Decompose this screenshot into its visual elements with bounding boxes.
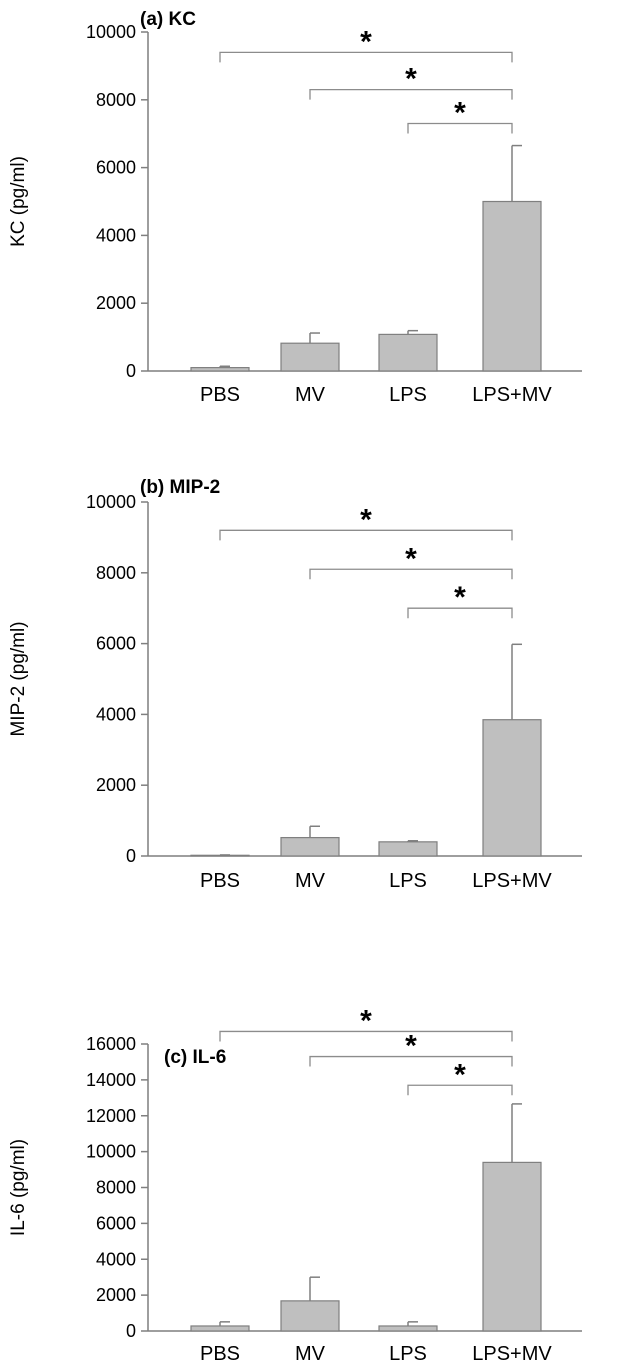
y-tick-label: 0 <box>126 1321 136 1341</box>
y-tick-label: 6000 <box>96 158 136 178</box>
y-tick-label: 0 <box>126 846 136 866</box>
significance-bracket <box>219 1030 513 1042</box>
x-tick-label: LPS+MV <box>472 384 552 406</box>
y-tick-label: 14000 <box>86 1070 136 1090</box>
x-tick-label: MV <box>295 870 326 892</box>
y-tick-label: 10000 <box>86 492 136 512</box>
chart-panel-kc: (a) KC KC (pg/ml) 0 2000 4000 6000 8000 10000 PB… <box>8 9 582 406</box>
x-tick-label: LPS <box>389 870 427 892</box>
chart-panel-il6: (c) IL-6 IL-6 (pg/ml) 0 2000 4000 6000 8000 100… <box>8 1004 582 1364</box>
x-tick-label: PBS <box>200 384 240 406</box>
x-tick-label: MV <box>295 384 326 406</box>
significance-bracket <box>309 88 513 100</box>
bar-mv <box>280 836 340 857</box>
bar-mv <box>280 342 340 372</box>
significance-star: * <box>454 97 466 130</box>
bar-pbs <box>190 367 250 372</box>
y-tick-label: 8000 <box>96 90 136 110</box>
x-tick-label: MV <box>295 1343 326 1364</box>
y-tick-label: 12000 <box>86 1106 136 1126</box>
bar-lps-plus-mv <box>482 200 542 372</box>
significance-bracket <box>219 529 513 541</box>
x-tick-label: PBS <box>200 1343 240 1364</box>
x-tick-label: LPS <box>389 384 427 406</box>
chart-title: (b) MIP-2 <box>140 477 220 498</box>
bar-mv <box>280 1300 340 1332</box>
chart-panel-mip2: (b) MIP-2 MIP-2 (pg/ml) 0 2000 4000 6000 8000 1… <box>8 477 582 892</box>
y-tick-label: 2000 <box>96 1285 136 1305</box>
y-tick-label: 4000 <box>96 225 136 245</box>
y-tick-label: 0 <box>126 361 136 381</box>
bar-lps <box>378 333 438 372</box>
significance-star: * <box>360 25 372 58</box>
significance-star: * <box>360 1004 372 1037</box>
significance-bracket <box>309 1055 513 1067</box>
significance-star: * <box>454 1058 466 1091</box>
x-tick-label: LPS+MV <box>472 1343 552 1364</box>
bar-lps-plus-mv <box>482 1161 542 1332</box>
y-tick-label: 4000 <box>96 1249 136 1269</box>
y-tick-label: 10000 <box>86 22 136 42</box>
y-tick-label: 2000 <box>96 293 136 313</box>
x-tick-label: LPS <box>389 1343 427 1364</box>
significance-bracket <box>309 568 513 580</box>
y-axis-label: IL-6 (pg/ml) <box>8 1139 29 1236</box>
chart-title: (a) KC <box>140 9 196 30</box>
significance-bracket <box>219 51 513 63</box>
y-tick-label: 8000 <box>96 1178 136 1198</box>
y-axis-label: MIP-2 (pg/ml) <box>8 621 29 736</box>
significance-star: * <box>360 503 372 536</box>
y-tick-label: 6000 <box>96 1213 136 1233</box>
bar-pbs <box>190 1325 250 1332</box>
y-tick-label: 2000 <box>96 775 136 795</box>
significance-bracket <box>407 607 513 619</box>
y-tick-label: 4000 <box>96 704 136 724</box>
y-tick-label: 6000 <box>96 634 136 654</box>
x-tick-label: PBS <box>200 870 240 892</box>
significance-star: * <box>454 581 466 614</box>
chart-title: (c) IL-6 <box>164 1047 226 1068</box>
significance-bracket <box>407 1084 513 1096</box>
bar-lps <box>378 1325 438 1332</box>
y-tick-label: 8000 <box>96 563 136 583</box>
y-tick-label: 16000 <box>86 1034 136 1054</box>
y-tick-label: 10000 <box>86 1142 136 1162</box>
bar-lps <box>378 841 438 857</box>
significance-bracket <box>407 122 513 134</box>
significance-star: * <box>405 542 417 575</box>
significance-star: * <box>405 1030 417 1063</box>
significance-star: * <box>405 63 417 96</box>
x-tick-label: LPS+MV <box>472 870 552 892</box>
bar-lps-plus-mv <box>482 719 542 857</box>
y-axis-label: KC (pg/ml) <box>8 156 29 247</box>
